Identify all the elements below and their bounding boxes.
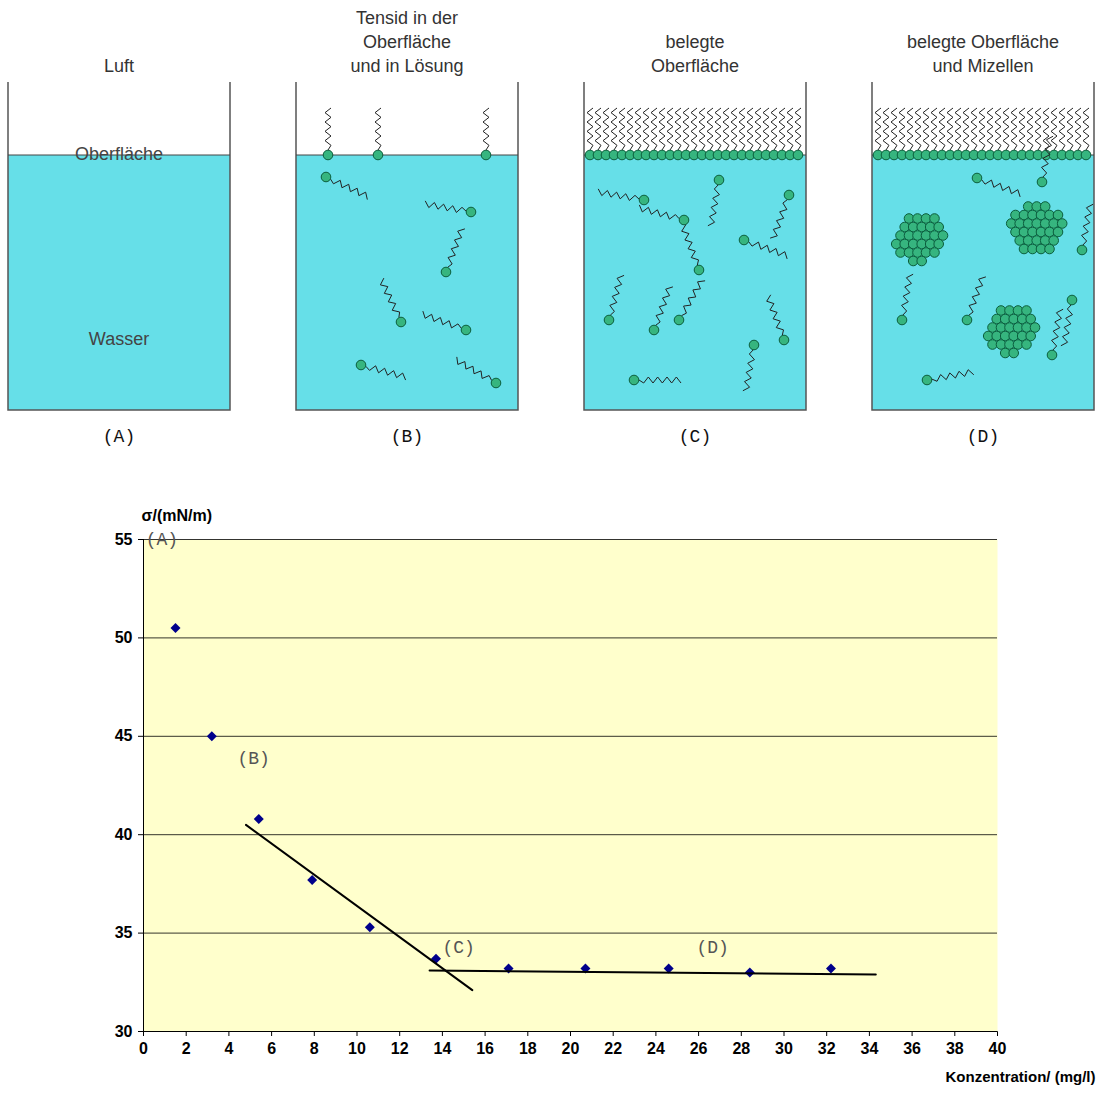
svg-text:40: 40 [115, 826, 133, 843]
svg-text:(A): (A) [103, 427, 135, 447]
svg-text:6: 6 [267, 1040, 276, 1057]
svg-text:(A): (A) [146, 530, 178, 550]
svg-text:36: 36 [903, 1040, 921, 1057]
svg-text:32: 32 [818, 1040, 836, 1057]
svg-text:14: 14 [434, 1040, 452, 1057]
svg-text:σ/(mN/m): σ/(mN/m) [142, 507, 213, 524]
svg-text:35: 35 [115, 924, 133, 941]
svg-text:(C): (C) [679, 427, 711, 447]
svg-text:belegte Oberfläche: belegte Oberfläche [907, 32, 1059, 52]
svg-text:22: 22 [604, 1040, 622, 1057]
svg-text:8: 8 [310, 1040, 319, 1057]
svg-text:und Mizellen: und Mizellen [932, 56, 1033, 76]
svg-text:(B): (B) [237, 749, 269, 769]
svg-text:Konzentration/ (mg/l): Konzentration/ (mg/l) [946, 1068, 1096, 1085]
svg-text:50: 50 [115, 629, 133, 646]
svg-text:24: 24 [647, 1040, 665, 1057]
svg-text:12: 12 [391, 1040, 409, 1057]
svg-text:28: 28 [732, 1040, 750, 1057]
svg-text:20: 20 [562, 1040, 580, 1057]
svg-text:34: 34 [861, 1040, 879, 1057]
svg-text:Wasser: Wasser [89, 329, 149, 349]
svg-text:(C): (C) [442, 938, 474, 958]
svg-text:30: 30 [775, 1040, 793, 1057]
svg-text:belegte: belegte [665, 32, 724, 52]
svg-text:(D): (D) [967, 427, 999, 447]
svg-text:und in Lösung: und in Lösung [350, 56, 463, 76]
svg-text:Oberfläche: Oberfläche [651, 56, 739, 76]
svg-text:30: 30 [115, 1023, 133, 1040]
svg-text:45: 45 [115, 727, 133, 744]
svg-text:18: 18 [519, 1040, 537, 1057]
svg-text:Tensid in der: Tensid in der [356, 8, 458, 28]
svg-text:4: 4 [224, 1040, 233, 1057]
svg-text:2: 2 [182, 1040, 191, 1057]
svg-text:(D): (D) [696, 938, 728, 958]
svg-text:40: 40 [989, 1040, 1007, 1057]
svg-text:0: 0 [139, 1040, 148, 1057]
svg-text:Luft: Luft [104, 56, 134, 76]
svg-text:38: 38 [946, 1040, 964, 1057]
svg-text:Oberfläche: Oberfläche [75, 144, 163, 164]
svg-text:16: 16 [476, 1040, 494, 1057]
svg-text:55: 55 [115, 531, 133, 548]
svg-text:10: 10 [348, 1040, 366, 1057]
svg-text:26: 26 [690, 1040, 708, 1057]
svg-text:(B): (B) [391, 427, 423, 447]
svg-text:Oberfläche: Oberfläche [363, 32, 451, 52]
